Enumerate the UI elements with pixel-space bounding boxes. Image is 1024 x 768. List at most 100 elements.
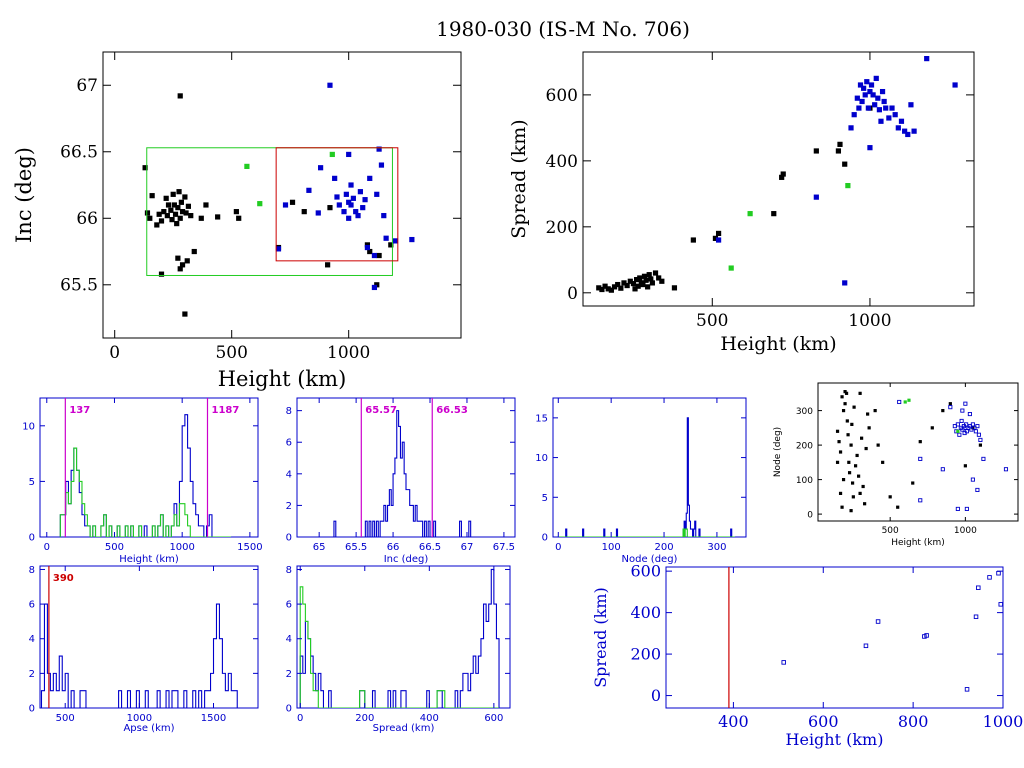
- plot-apse-hist: 500 1000 1500 0 2 4 6 8 Apse (km) 390: [29, 565, 259, 734]
- node_vs_height-point-blue: [1003, 467, 1009, 472]
- spread_vs_height-ytick-label: 600: [546, 86, 578, 106]
- spread_vs_height-point-blue: [854, 95, 860, 101]
- spread_vs_height-point-black: [715, 230, 722, 237]
- spread_vs_height-point-black: [632, 286, 638, 292]
- spread_vs_height_zoom-point-blue: [976, 585, 981, 590]
- plot-spread-vs-height-zoom-frame: [665, 566, 1004, 709]
- node_vs_height-ytick-label: 0: [807, 510, 813, 520]
- node_vs_height-point-black: [843, 390, 847, 394]
- spread_vs_height_zoom-ytick-label: 0: [651, 686, 661, 705]
- spread_vs_height-point-blue: [862, 92, 868, 98]
- node_hist-xtick-label: 100: [602, 542, 621, 553]
- spread_vs_height-point-black: [630, 280, 637, 287]
- inc_vs_height-xlabel: Height (km): [218, 367, 347, 391]
- node_vs_height-ylabel: Node (deg): [773, 427, 783, 477]
- node_hist-xtick-label: 200: [654, 542, 673, 553]
- inc_vs_height-point-black: [169, 217, 175, 223]
- spread_vs_height-point-black: [645, 284, 651, 290]
- node_vs_height-point-black: [845, 419, 849, 423]
- inc_vs_height-point-black: [177, 215, 183, 221]
- plot-spread-vs-height-frame: [582, 51, 975, 307]
- node_vs_height-point-black: [866, 412, 870, 416]
- node_vs_height-point-blue: [955, 422, 960, 427]
- inc_vs_height-point-blue: [376, 146, 382, 152]
- spread_vs_height_zoom-point-blue: [924, 633, 929, 638]
- inc_vs_height-point-blue: [341, 209, 347, 215]
- inc_vs_height-point-blue: [357, 189, 363, 195]
- spread_vs_height-point-blue: [952, 82, 958, 88]
- spread_vs_height-point-black: [618, 285, 624, 291]
- plot-spread-hist: 0 200 400 600 0 2 4 6 8 Spread (km): [286, 565, 511, 734]
- spread_hist-hist-blue: [299, 568, 500, 708]
- node_vs_height-point-black: [843, 402, 847, 406]
- inc_hist-xtick-label: 67.5: [493, 542, 515, 553]
- node_vs_height-point-blue: [976, 432, 981, 437]
- spread_vs_height_zoom-xtick-label: 600: [808, 712, 839, 731]
- inc_vs_height-point-blue: [371, 252, 378, 259]
- spread_vs_height-point-black: [643, 277, 649, 283]
- spread_vs_height-point-black: [813, 148, 819, 154]
- inc_vs_height-point-black: [233, 209, 239, 215]
- spread_vs_height-point-blue: [924, 55, 930, 62]
- inc_hist-xtick-label: 65: [313, 542, 326, 553]
- node_vs_height-point-black: [835, 460, 840, 464]
- spread_vs_height-point-blue: [873, 75, 879, 81]
- spread_vs_height-point-blue: [883, 105, 889, 111]
- spread_vs_height_zoom-point-blue: [987, 575, 992, 580]
- spread_vs_height-point-blue: [870, 92, 876, 98]
- inc_vs_height-point-blue: [275, 246, 282, 252]
- plot-spread-vs-height: 500 1000 0 200 400 600 Height (km) Spread (km): [508, 51, 975, 355]
- inc_vs_height-point-black: [178, 199, 184, 205]
- inc_hist-ytick-label: 0: [286, 533, 292, 544]
- inc_vs_height-point-black: [154, 222, 160, 228]
- height_hist-xtick-label: 1500: [237, 542, 262, 553]
- inc_vs_height-point-blue: [336, 202, 342, 208]
- node_vs_height-point-black: [930, 426, 934, 430]
- spread_vs_height-point-black: [624, 282, 630, 289]
- apse_hist-ytick-label: 4: [29, 634, 35, 645]
- node_vs_height-point-blue: [960, 408, 965, 413]
- apse_hist-ytick-label: 0: [29, 704, 35, 715]
- inc_vs_height-point-black: [163, 195, 169, 201]
- node_vs_height-point-black: [978, 443, 983, 447]
- inc_vs_height-xtick-label: 500: [215, 343, 247, 363]
- spread_vs_height-point-blue: [876, 107, 883, 113]
- spread_hist-xtick-label: 200: [355, 713, 374, 724]
- apse_hist-xtick-label: 500: [56, 713, 75, 724]
- inc_vs_height-ytick-label: 66: [76, 209, 98, 229]
- inc_vs_height-ytick-label: 67: [76, 76, 98, 96]
- node_vs_height-point-blue: [975, 487, 980, 493]
- inc_vs_height-point-black: [191, 248, 197, 255]
- spread_vs_height_zoom-xtick-label: 400: [718, 712, 749, 731]
- spread_vs_height-point-black: [596, 285, 602, 291]
- inc_vs_height-point-black: [179, 209, 186, 215]
- inc_vs_height-point-black: [182, 194, 188, 200]
- spread_vs_height-point-blue: [886, 115, 892, 121]
- node_hist-ytick-label: 10: [535, 453, 548, 464]
- spread_vs_height_zoom-marks: [781, 570, 1003, 692]
- node_vs_height-point-black: [838, 491, 843, 495]
- spread_hist-xtick-label: 400: [420, 713, 439, 724]
- plot-node-vs-height-frame: [817, 382, 1019, 522]
- inc_vs_height-point-black: [170, 191, 176, 197]
- inc_vs_height-point-black: [158, 218, 165, 224]
- node_vs_height-point-black: [855, 453, 859, 458]
- spread_vs_height-point-black: [656, 275, 662, 281]
- inc_hist-xtick-label: 65.5: [345, 542, 367, 553]
- inc_vs_height-point-black: [165, 202, 172, 208]
- node_hist-hist-blue: [558, 417, 738, 537]
- plot-spread-hist-frame: [296, 565, 511, 709]
- node_vs_height-point-black: [840, 505, 844, 509]
- inc_hist-vline-label: 65.57: [365, 405, 397, 416]
- spread_hist-xtick-label: 600: [484, 713, 503, 724]
- plot-inc-hist-frame: [296, 397, 516, 538]
- node_hist-xtick-label: 300: [707, 542, 726, 553]
- inc_vs_height-point-black: [236, 215, 242, 221]
- spread_vs_height-point-black: [608, 287, 614, 293]
- node_vs_height-point-black: [838, 450, 843, 454]
- spread_vs_height-point-black: [599, 286, 605, 293]
- spread_vs_height-point-green: [845, 182, 851, 189]
- apse_hist-marks: [40, 603, 258, 708]
- node_hist-hist-green: [558, 528, 735, 537]
- spread_vs_height-point-black: [835, 148, 842, 154]
